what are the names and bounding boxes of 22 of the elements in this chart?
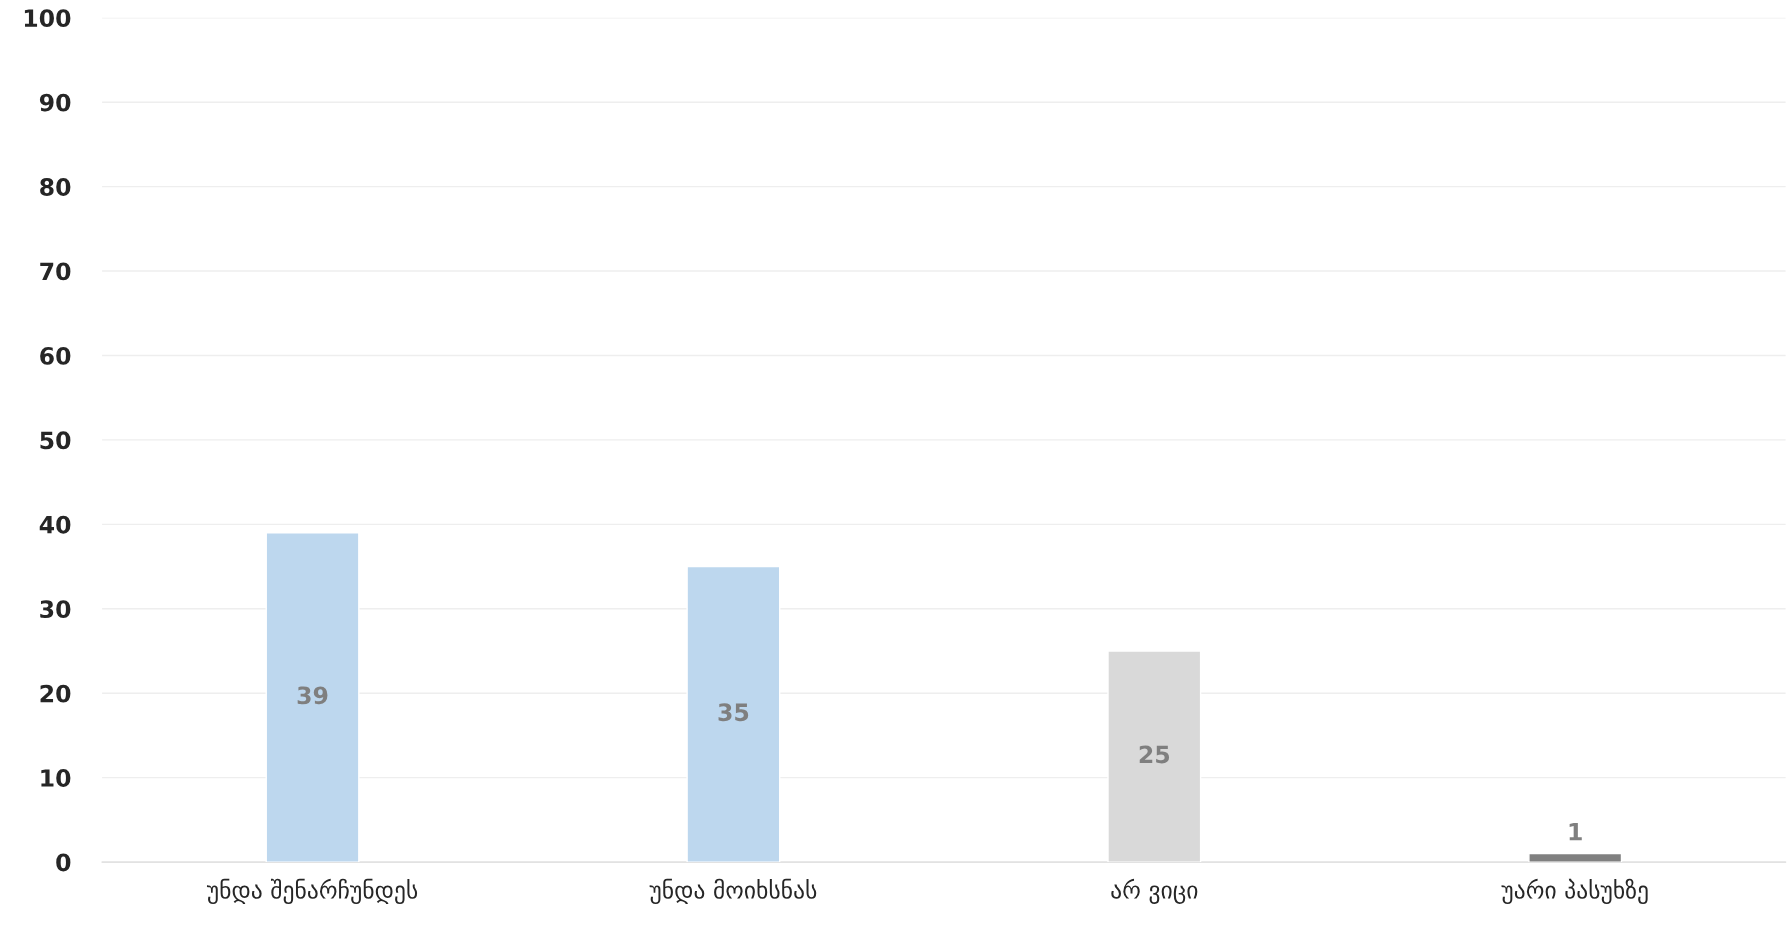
bar (686, 565, 781, 863)
y-tick-label: 30 (40, 600, 71, 619)
x-tick-label: უნდა შენარჩუნდეს (206, 878, 418, 905)
y-tick-label: 60 (40, 346, 71, 365)
data-label: 35 (718, 703, 749, 722)
y-tick-label: 100 (24, 9, 71, 28)
y-tick-label: 80 (40, 178, 71, 196)
y-tick-label: 20 (40, 684, 71, 703)
data-label: 39 (297, 686, 328, 705)
y-tick-label: 50 (40, 431, 71, 450)
y-tick-label: 10 (41, 769, 71, 787)
x-tick-label: უნდა მოიხსნას (649, 878, 817, 905)
bar (1528, 852, 1623, 863)
x-tick-label: არ ვიცი (1111, 878, 1198, 904)
y-tick-label: 40 (39, 515, 71, 534)
data-label: 1 (1569, 823, 1582, 841)
y-tick-label: 70 (40, 262, 71, 281)
y-tick-label: 0 (56, 853, 71, 872)
bar (265, 532, 360, 863)
data-label: 25 (1139, 745, 1170, 764)
y-tick-label: 90 (39, 93, 71, 112)
x-tick-label: უარი პასუხზე (1501, 878, 1648, 905)
